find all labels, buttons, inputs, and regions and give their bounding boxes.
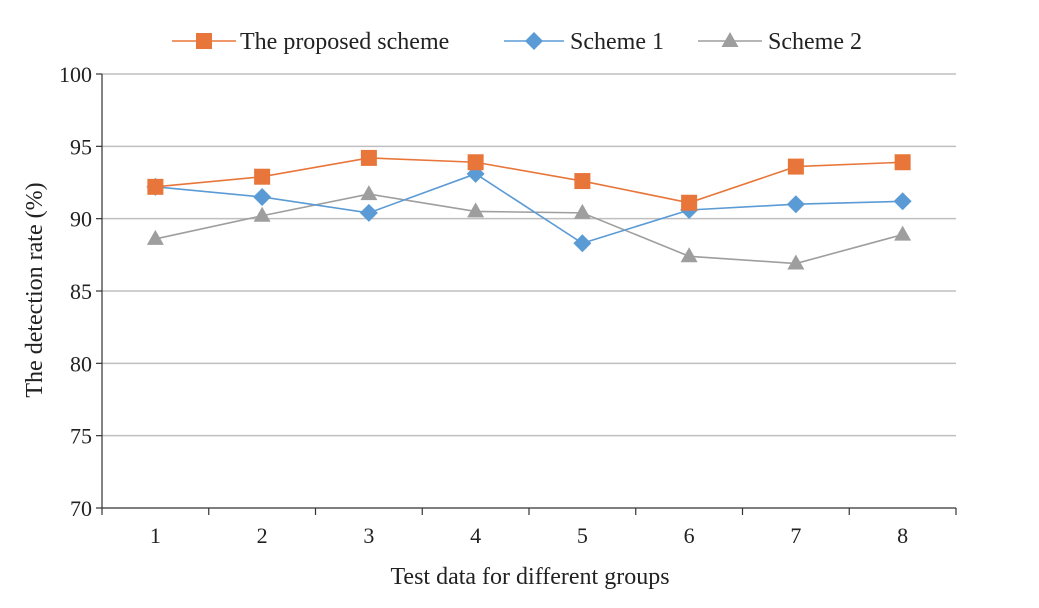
data-point — [893, 192, 912, 211]
legend-marker — [196, 33, 212, 49]
legend-label: Scheme 1 — [570, 29, 664, 55]
data-point — [253, 206, 271, 222]
legend: The proposed scheme Scheme 1 Scheme 2 — [172, 29, 862, 55]
x-tick-label: 2 — [257, 523, 268, 548]
data-point — [573, 203, 591, 219]
y-tick-label: 70 — [70, 496, 92, 521]
series-group — [146, 149, 912, 270]
legend-item: The proposed scheme — [172, 29, 449, 55]
data-point — [894, 225, 912, 241]
data-point — [360, 149, 377, 166]
legend-item: Scheme 2 — [698, 29, 862, 55]
y-ticks: 70 75 80 85 90 95 100 — [59, 62, 102, 521]
x-tick-label: 5 — [577, 523, 588, 548]
x-tick-label: 3 — [363, 523, 374, 548]
x-tick-label: 8 — [897, 523, 908, 548]
y-axis-label: The detection rate (%) — [22, 182, 48, 397]
data-point — [360, 185, 378, 201]
data-point — [467, 154, 484, 171]
data-point — [786, 195, 805, 214]
legend-marker — [525, 32, 543, 50]
x-ticks: 1 2 3 4 5 6 7 8 — [101, 508, 957, 548]
data-point — [253, 187, 272, 206]
data-point — [681, 194, 698, 211]
legend-marker — [721, 32, 739, 47]
data-point — [146, 229, 164, 245]
data-point — [147, 178, 164, 195]
data-point — [359, 203, 378, 222]
series-1 — [147, 149, 911, 211]
legend-label: The proposed scheme — [240, 29, 449, 55]
x-axis-label: Test data for different groups — [390, 564, 669, 590]
gridlines — [102, 73, 956, 437]
series-line — [155, 193, 903, 265]
series-line — [155, 157, 903, 204]
data-point — [467, 202, 485, 218]
data-point — [787, 254, 805, 270]
data-point — [573, 234, 592, 253]
x-tick-label: 1 — [150, 523, 161, 548]
y-tick-label: 100 — [59, 62, 92, 87]
y-tick-label: 85 — [70, 279, 92, 304]
series-line — [155, 172, 903, 245]
data-point — [680, 247, 698, 263]
x-tick-label: 4 — [470, 523, 481, 548]
data-point — [574, 173, 591, 190]
y-tick-label: 75 — [70, 424, 92, 449]
y-tick-label: 95 — [70, 134, 92, 159]
data-point — [254, 168, 271, 185]
y-tick-label: 80 — [70, 351, 92, 376]
data-point — [894, 154, 911, 171]
legend-label: Scheme 2 — [768, 29, 862, 55]
series-3 — [146, 185, 912, 270]
y-tick-label: 90 — [70, 207, 92, 232]
data-point — [787, 158, 804, 175]
legend-item: Scheme 1 — [504, 29, 664, 55]
x-tick-label: 6 — [684, 523, 695, 548]
x-tick-label: 7 — [790, 523, 801, 548]
